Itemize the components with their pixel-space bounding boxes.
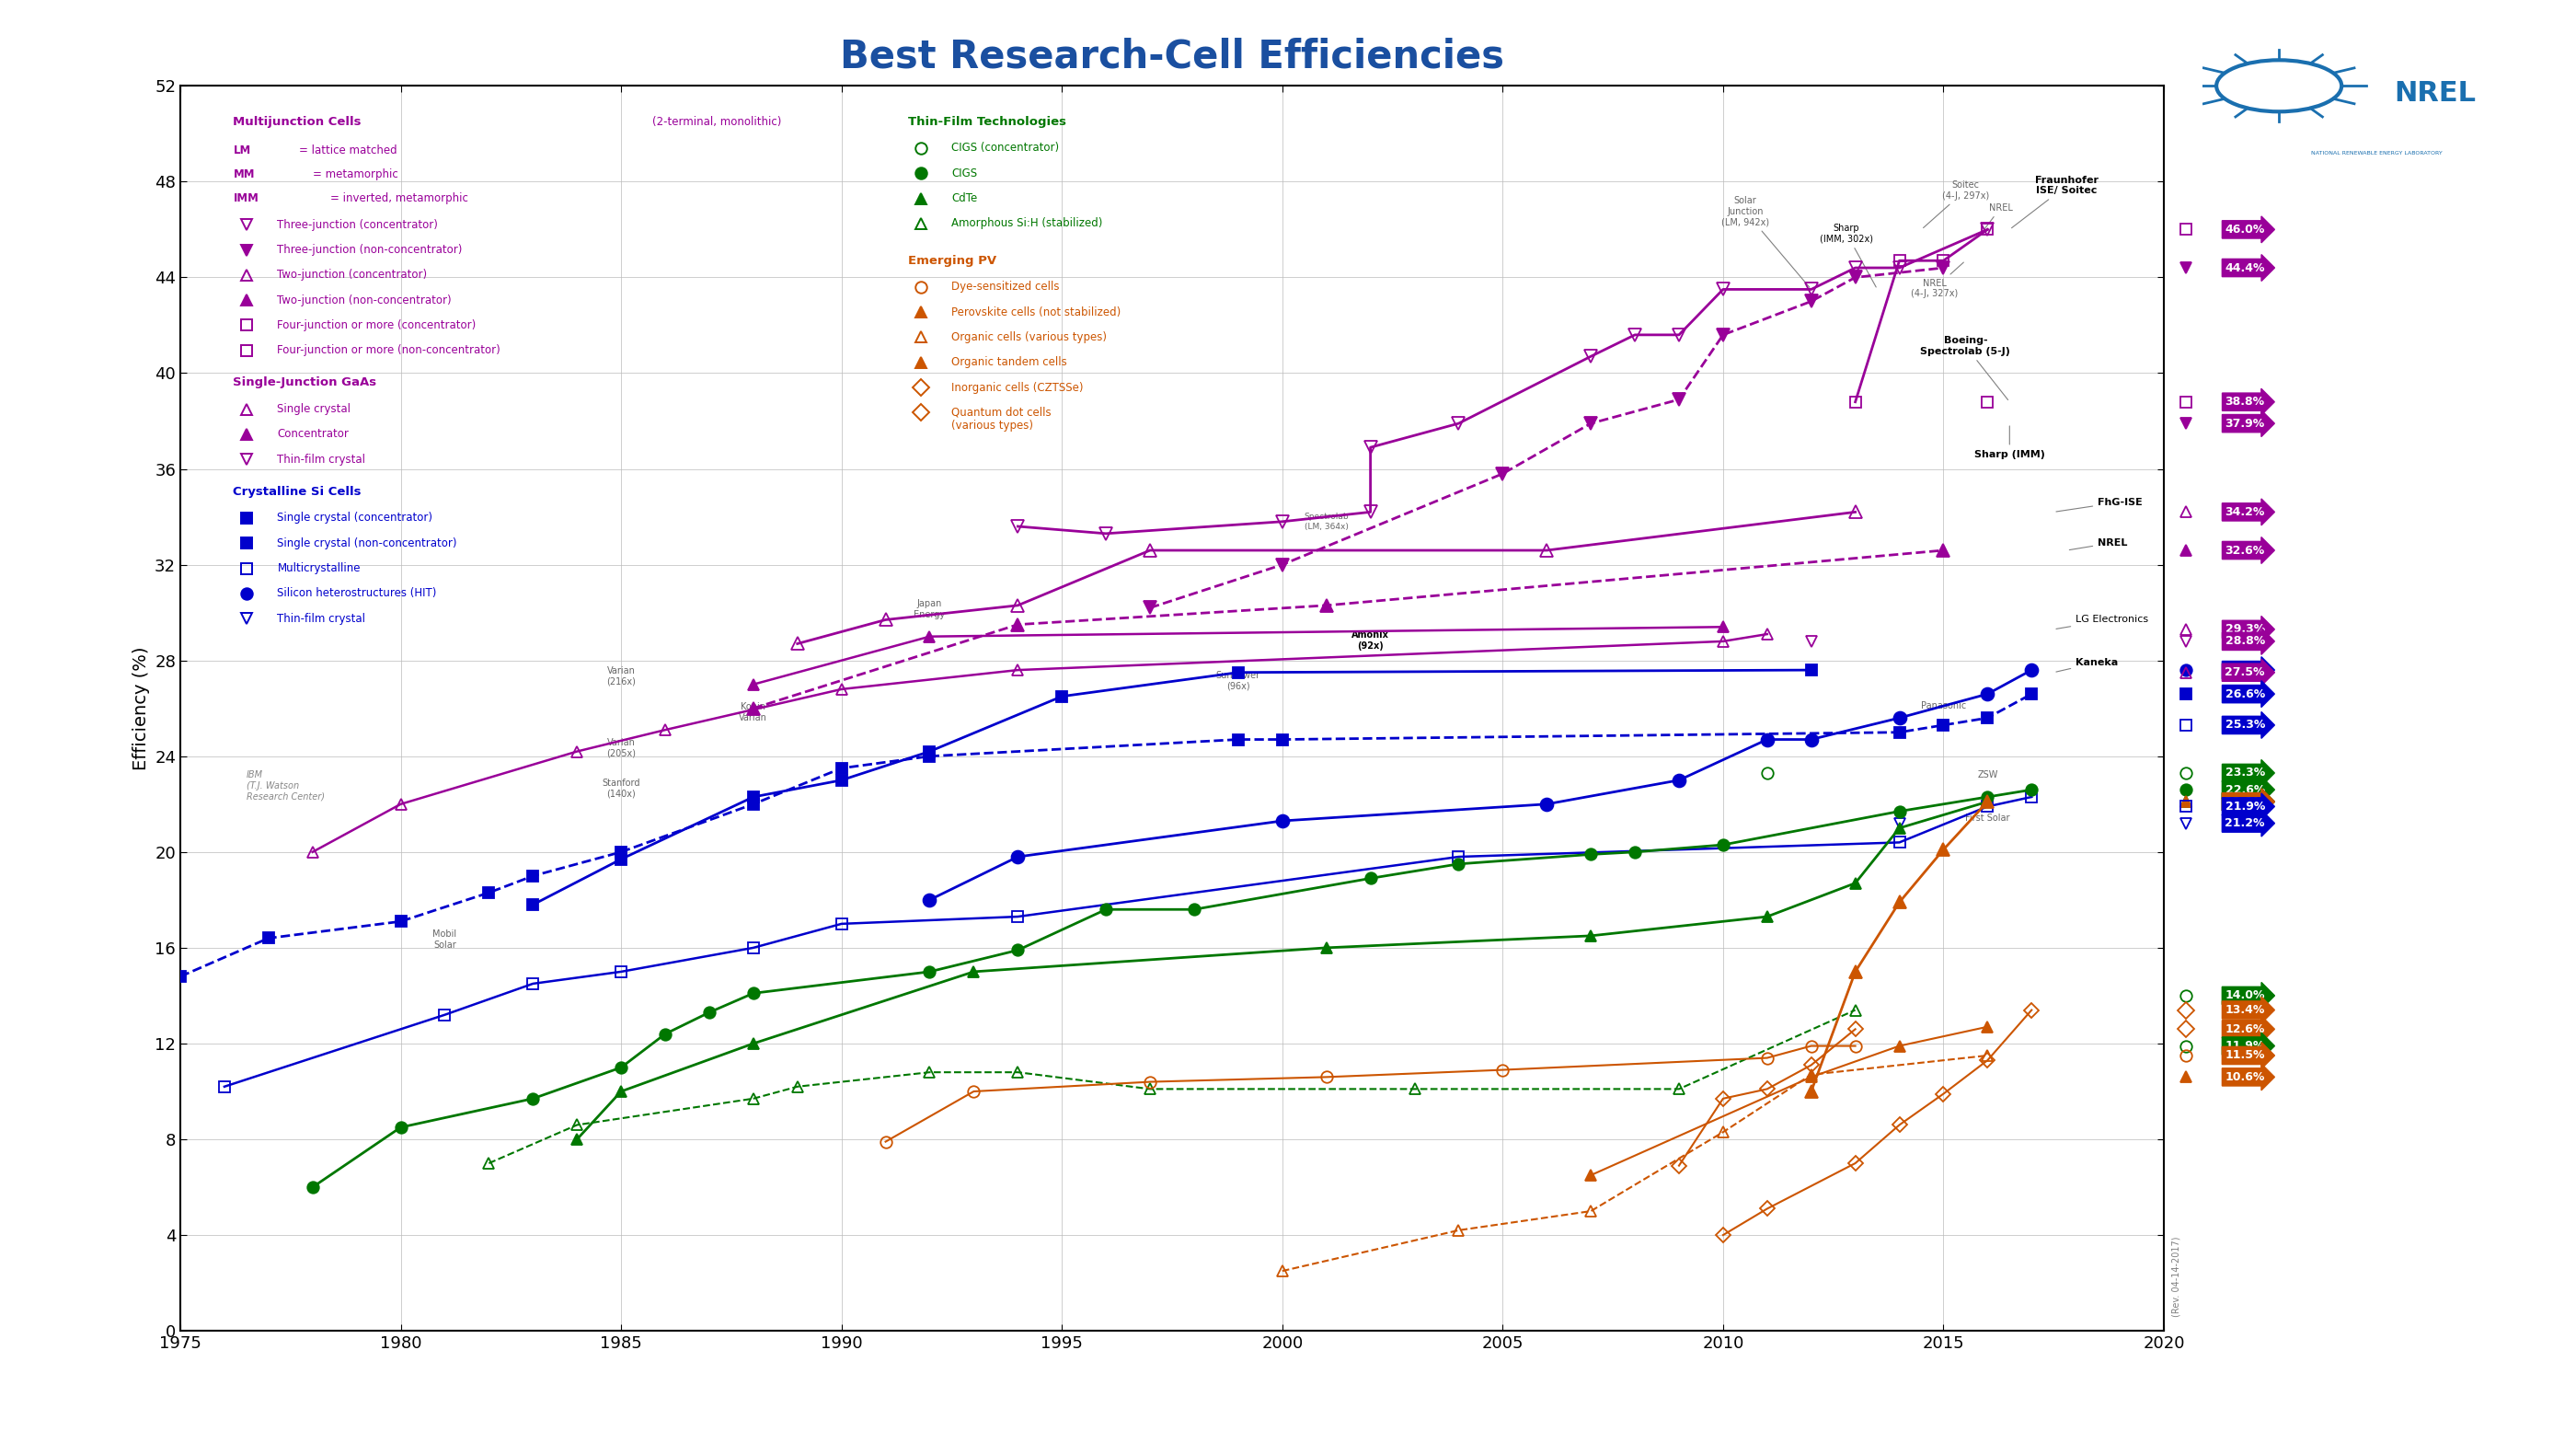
Title: Best Research-Cell Efficiencies: Best Research-Cell Efficiencies [840, 37, 1504, 76]
Text: Emerging PV: Emerging PV [907, 255, 997, 266]
Text: 38.8%: 38.8% [2226, 396, 2264, 408]
Text: (various types): (various types) [951, 419, 1033, 432]
Text: (Rev. 04-14-2017): (Rev. 04-14-2017) [2172, 1236, 2182, 1317]
Text: Mobil
Solar: Mobil Solar [433, 930, 456, 950]
Text: Varian
(205x): Varian (205x) [605, 738, 636, 758]
Text: CIGS (concentrator): CIGS (concentrator) [951, 142, 1059, 155]
Text: IBM
(T.J. Watson
Research Center): IBM (T.J. Watson Research Center) [247, 771, 325, 801]
Text: 10.6%: 10.6% [2226, 1070, 2264, 1083]
Text: 11.9%: 11.9% [2226, 1040, 2264, 1052]
Text: Organic cells (various types): Organic cells (various types) [951, 331, 1108, 343]
Text: Four-junction or more (concentrator): Four-junction or more (concentrator) [278, 319, 477, 331]
Text: Perovskite cells (not stabilized): Perovskite cells (not stabilized) [951, 306, 1121, 318]
Text: NATIONAL RENEWABLE ENERGY LABORATORY: NATIONAL RENEWABLE ENERGY LABORATORY [2311, 150, 2442, 156]
Text: 29.3%: 29.3% [2226, 624, 2264, 635]
Text: Amonix
(92x): Amonix (92x) [1352, 631, 1388, 650]
Text: Kopin
Varian: Kopin Varian [739, 703, 768, 723]
Text: 22.6%: 22.6% [2226, 784, 2264, 796]
Text: 37.9%: 37.9% [2226, 418, 2264, 429]
Text: 44.4%: 44.4% [2226, 262, 2264, 273]
Text: 23.3%: 23.3% [2226, 767, 2264, 778]
Text: Single-Junction GaAs: Single-Junction GaAs [234, 376, 376, 389]
Text: Kaneka: Kaneka [2056, 658, 2117, 673]
Text: MM: MM [234, 169, 255, 180]
Text: IMM: IMM [234, 192, 258, 205]
Text: 21.9%: 21.9% [2226, 800, 2264, 813]
Text: Two-junction (concentrator): Two-junction (concentrator) [278, 269, 428, 280]
Text: 34.2%: 34.2% [2226, 507, 2264, 518]
Text: = lattice matched: = lattice matched [299, 145, 397, 156]
Text: Two-junction (non-concentrator): Two-junction (non-concentrator) [278, 295, 451, 306]
Text: 27.5%: 27.5% [2226, 667, 2264, 678]
Text: Sharp (IMM): Sharp (IMM) [1973, 426, 2045, 459]
Text: LM: LM [234, 145, 250, 156]
Text: = inverted, metamorphic: = inverted, metamorphic [330, 192, 469, 205]
Text: 22.1%: 22.1% [2226, 796, 2264, 807]
Text: Sharp
(IMM, 302x): Sharp (IMM, 302x) [1819, 223, 1875, 288]
Text: 21.2%: 21.2% [2226, 817, 2264, 829]
Text: ZSW: ZSW [1978, 770, 1999, 780]
Text: Thin-film crystal: Thin-film crystal [278, 612, 366, 624]
Text: Multijunction Cells: Multijunction Cells [234, 116, 361, 127]
Text: 14.0%: 14.0% [2226, 990, 2264, 1002]
Text: Crystalline Si Cells: Crystalline Si Cells [234, 485, 361, 498]
Y-axis label: Efficiency (%): Efficiency (%) [131, 647, 149, 770]
Text: Three-junction (non-concentrator): Three-junction (non-concentrator) [278, 243, 464, 256]
Text: Fraunhofer
ISE/ Soitec: Fraunhofer ISE/ Soitec [2012, 176, 2099, 228]
Text: Multicrystalline: Multicrystalline [278, 562, 361, 574]
Text: 25.3%: 25.3% [2226, 720, 2264, 731]
Text: Thin-Film Technologies: Thin-Film Technologies [907, 116, 1066, 127]
Text: Silicon heterostructures (HIT): Silicon heterostructures (HIT) [278, 588, 438, 600]
Text: Single crystal: Single crystal [278, 404, 350, 415]
Text: 32.6%: 32.6% [2226, 544, 2264, 557]
Text: NREL
(4-J, 327x): NREL (4-J, 327x) [1911, 262, 1963, 299]
Text: Single crystal (non-concentrator): Single crystal (non-concentrator) [278, 537, 456, 550]
Text: Soitec
(4-J, 297x): Soitec (4-J, 297x) [1924, 180, 1989, 228]
Text: Three-junction (concentrator): Three-junction (concentrator) [278, 219, 438, 230]
Text: 28.8%: 28.8% [2226, 635, 2264, 647]
Text: Dye-sensitized cells: Dye-sensitized cells [951, 280, 1059, 293]
Text: Inorganic cells (CZTSSe): Inorganic cells (CZTSSe) [951, 382, 1084, 394]
Text: Quantum dot cells: Quantum dot cells [951, 406, 1051, 419]
Text: 11.5%: 11.5% [2226, 1049, 2264, 1062]
Text: First Solar: First Solar [1965, 813, 2009, 823]
Text: Boeing-
Spectrolab (5-J): Boeing- Spectrolab (5-J) [1922, 336, 2009, 399]
Text: Stanford
(140x): Stanford (140x) [603, 778, 641, 798]
Text: Four-junction or more (non-concentrator): Four-junction or more (non-concentrator) [278, 345, 500, 356]
Text: Amorphous Si:H (stabilized): Amorphous Si:H (stabilized) [951, 218, 1103, 229]
Text: NREL: NREL [1981, 203, 2012, 235]
Text: Solar
Junction
(LM, 942x): Solar Junction (LM, 942x) [1721, 196, 1808, 288]
Text: SunPower
(96x): SunPower (96x) [1216, 671, 1260, 691]
Text: = metamorphic: = metamorphic [312, 169, 397, 180]
Text: 26.6%: 26.6% [2226, 688, 2264, 700]
Text: Single crystal (concentrator): Single crystal (concentrator) [278, 512, 433, 524]
Text: 27.6%: 27.6% [2226, 664, 2264, 675]
Text: FhG-ISE: FhG-ISE [2056, 498, 2143, 512]
Text: Panasonic: Panasonic [1922, 701, 1965, 710]
Text: Varian
(216x): Varian (216x) [605, 667, 636, 687]
Text: LG Electronics: LG Electronics [2056, 615, 2148, 628]
Text: 12.6%: 12.6% [2226, 1023, 2264, 1035]
Text: NREL: NREL [2393, 80, 2476, 106]
Text: Japan
Energy: Japan Energy [914, 600, 945, 620]
Text: (2-terminal, monolithic): (2-terminal, monolithic) [652, 116, 781, 127]
Text: 46.0%: 46.0% [2226, 223, 2264, 236]
Text: CdTe: CdTe [951, 192, 979, 205]
Text: CIGS: CIGS [951, 167, 976, 179]
Text: Organic tandem cells: Organic tandem cells [951, 356, 1066, 368]
Text: 22.1%: 22.1% [2226, 796, 2264, 807]
Text: Spectrolab
(LM, 364x): Spectrolab (LM, 364x) [1303, 512, 1350, 531]
Text: Thin-film crystal: Thin-film crystal [278, 454, 366, 465]
Text: NREL: NREL [2069, 538, 2128, 550]
Text: 13.4%: 13.4% [2226, 1005, 2264, 1016]
Text: Concentrator: Concentrator [278, 428, 348, 441]
